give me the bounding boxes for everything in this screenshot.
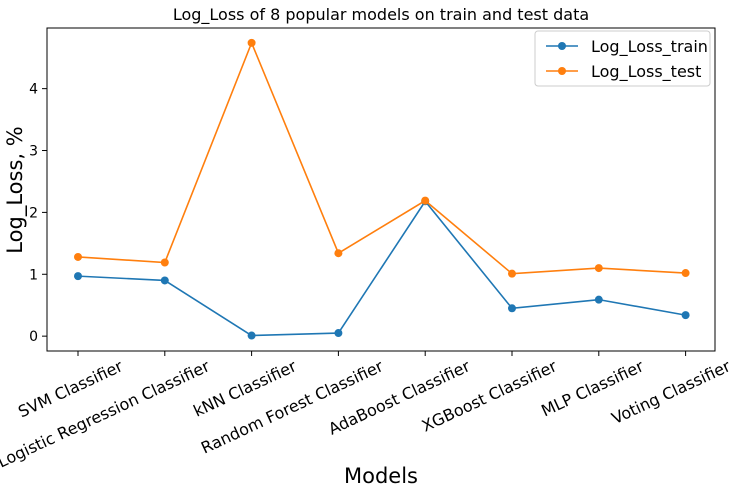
y-tick-label: 1 (29, 267, 38, 283)
series-Log_Loss_test (74, 38, 690, 278)
legend-test-marker (558, 67, 566, 75)
legend-box (534, 30, 711, 87)
y-tick-label: 4 (29, 82, 38, 98)
data-point (508, 269, 516, 278)
data-point (594, 295, 603, 304)
data-point (160, 258, 169, 267)
plot-frame (46, 27, 716, 352)
data-point (74, 252, 82, 261)
x-tick-label: AdaBoost Classifier (325, 356, 473, 438)
series-line (77, 199, 686, 337)
data-point (334, 249, 343, 258)
data-point (508, 304, 516, 313)
y-tick-label: 0 (29, 329, 38, 345)
legend-test-label: Log_Loss_test (591, 62, 701, 82)
data-point (594, 264, 603, 273)
y-tick-label: 3 (29, 144, 38, 160)
y-axis-label: Log_Loss, % (3, 126, 28, 253)
data-point (334, 329, 343, 338)
data-point (681, 311, 690, 320)
x-axis-label: Models (344, 464, 418, 488)
data-point (74, 272, 82, 281)
data-point (247, 331, 256, 340)
y-tick-label: 2 (29, 205, 38, 221)
legend-train-marker (558, 42, 566, 50)
data-point (421, 196, 430, 205)
chart-title: Log_Loss of 8 popular models on train an… (173, 5, 589, 25)
legend-train-label: Log_Loss_train (591, 37, 708, 57)
data-point (247, 38, 256, 47)
legend: Log_Loss_train Log_Loss_test (534, 30, 711, 87)
series-layer (74, 38, 690, 340)
series-line (77, 40, 686, 275)
data-point (681, 269, 690, 278)
series-Log_Loss_train (74, 197, 690, 340)
data-point (160, 276, 169, 285)
y-axis: 0 1 2 3 4 (29, 82, 47, 345)
